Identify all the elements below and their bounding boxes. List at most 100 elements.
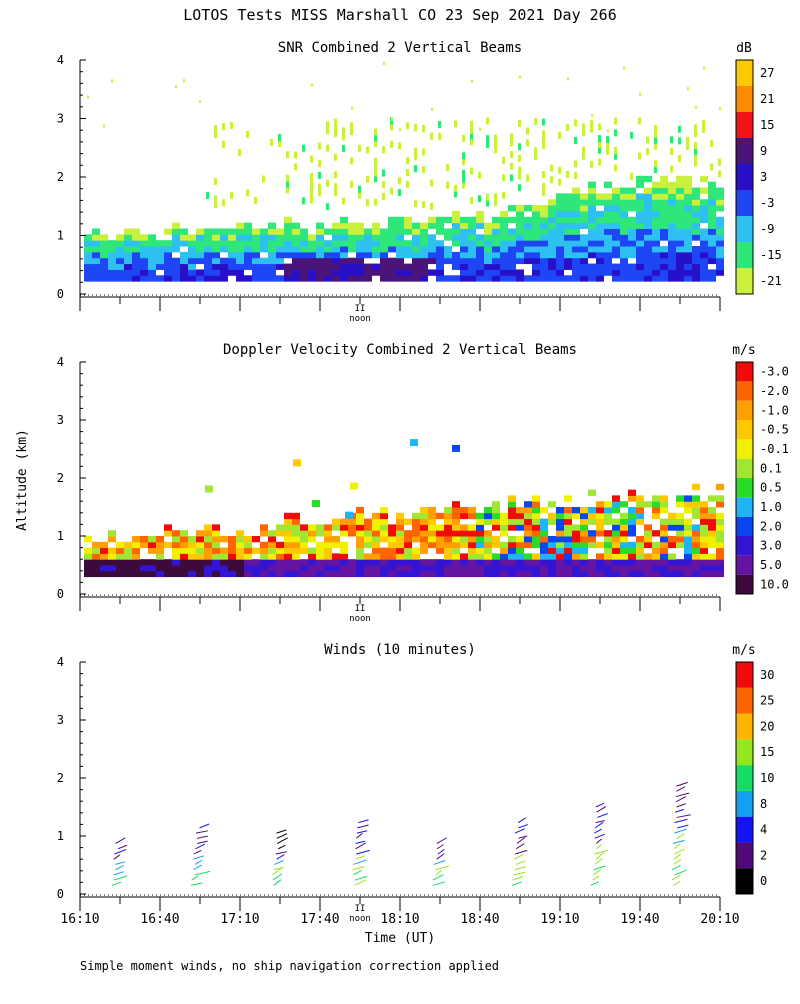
doppler-cell [212,553,220,560]
snr-streak [718,158,721,166]
wind-barb [358,819,369,824]
snr-speckle [471,79,473,83]
snr-cell [660,175,668,183]
doppler-cell [108,536,116,543]
snr-cell [684,257,692,265]
snr-cell [556,257,564,265]
snr-cell [532,246,540,253]
snr-cell [404,228,412,235]
snr-cell [492,216,500,224]
panels: SNR Combined 2 Vertical Beams01234IInoon… [57,40,789,927]
snr-streak [470,138,473,146]
doppler-cell [684,559,692,566]
snr-streak [334,188,337,196]
snr-cell [644,205,652,212]
panel-title: Doppler Velocity Combined 2 Vertical Bea… [223,342,577,358]
snr-cell [564,251,572,259]
doppler-cell [468,553,476,560]
doppler-cell [548,559,556,566]
doppler-cell [156,559,164,566]
snr-streak [542,182,545,190]
snr-cell [124,251,132,259]
doppler-cell [364,536,372,543]
doppler-cell [332,559,340,566]
snr-streak [414,147,417,155]
doppler-cell [204,536,212,543]
wind-barb [674,848,686,855]
doppler-cell [452,501,460,508]
doppler-cell [532,553,540,560]
doppler-cell [708,565,716,572]
snr-cell [212,240,220,247]
snr-cell [716,234,724,241]
doppler-cell [204,553,212,560]
snr-streak [214,177,217,185]
wind-barb [195,830,208,834]
doppler-cell [180,559,188,566]
doppler-cell [572,507,580,514]
snr-cell [588,251,596,259]
doppler-cell [132,553,140,560]
colorbar-swatch [736,713,753,740]
doppler-cell [572,565,580,572]
snr-cell [212,228,220,235]
snr-cell [548,257,556,265]
snr-streak [334,182,337,190]
wind-barb [114,848,127,855]
doppler-cell [476,530,484,537]
doppler-cell [676,501,684,508]
doppler-cell [308,547,316,554]
doppler-cell [692,507,700,514]
doppler-cell [716,547,724,554]
snr-streak [302,197,305,205]
snr-streak [318,189,321,197]
snr-cell [636,175,644,183]
snr-cell [236,246,244,253]
snr-cell [572,210,580,218]
snr-cell [700,263,708,270]
doppler-cell [588,565,596,572]
snr-cell [92,251,100,259]
doppler-cell [492,553,500,560]
doppler-cell [460,553,468,560]
doppler-cell [604,565,612,572]
snr-cell [676,234,684,241]
wind-barb [516,836,526,844]
wind-barb [276,854,285,860]
doppler-cell [324,570,332,578]
doppler-cell [124,559,132,566]
doppler-cell [628,565,636,572]
snr-streak [718,170,721,178]
snr-cell [532,269,540,276]
snr-cell [572,246,580,253]
doppler-cell [260,547,268,554]
snr-cell [452,240,460,247]
snr-cell [124,240,132,247]
doppler-cell [372,536,380,543]
wind-barb [273,879,282,886]
doppler-cell [172,530,180,537]
doppler-cell [476,524,484,531]
doppler-cell [220,559,228,566]
doppler-cell [300,570,308,578]
snr-cell [564,193,572,200]
doppler-cell [508,536,516,543]
doppler-cell [660,524,668,531]
snr-cell [268,222,276,229]
wind-barb [673,853,681,860]
doppler-cell [108,530,116,537]
snr-cell [388,234,396,241]
doppler-cell [316,547,324,554]
doppler-cell [556,518,564,525]
doppler-cell [492,524,500,531]
colorbar-frame [735,59,754,295]
snr-cell [532,205,540,212]
snr-cell [164,257,172,265]
snr-cell [532,222,540,229]
snr-streak [590,125,593,133]
snr-cell [364,263,372,270]
snr-cell [684,263,692,270]
snr-cell [436,246,444,253]
snr-speckle [399,128,401,132]
